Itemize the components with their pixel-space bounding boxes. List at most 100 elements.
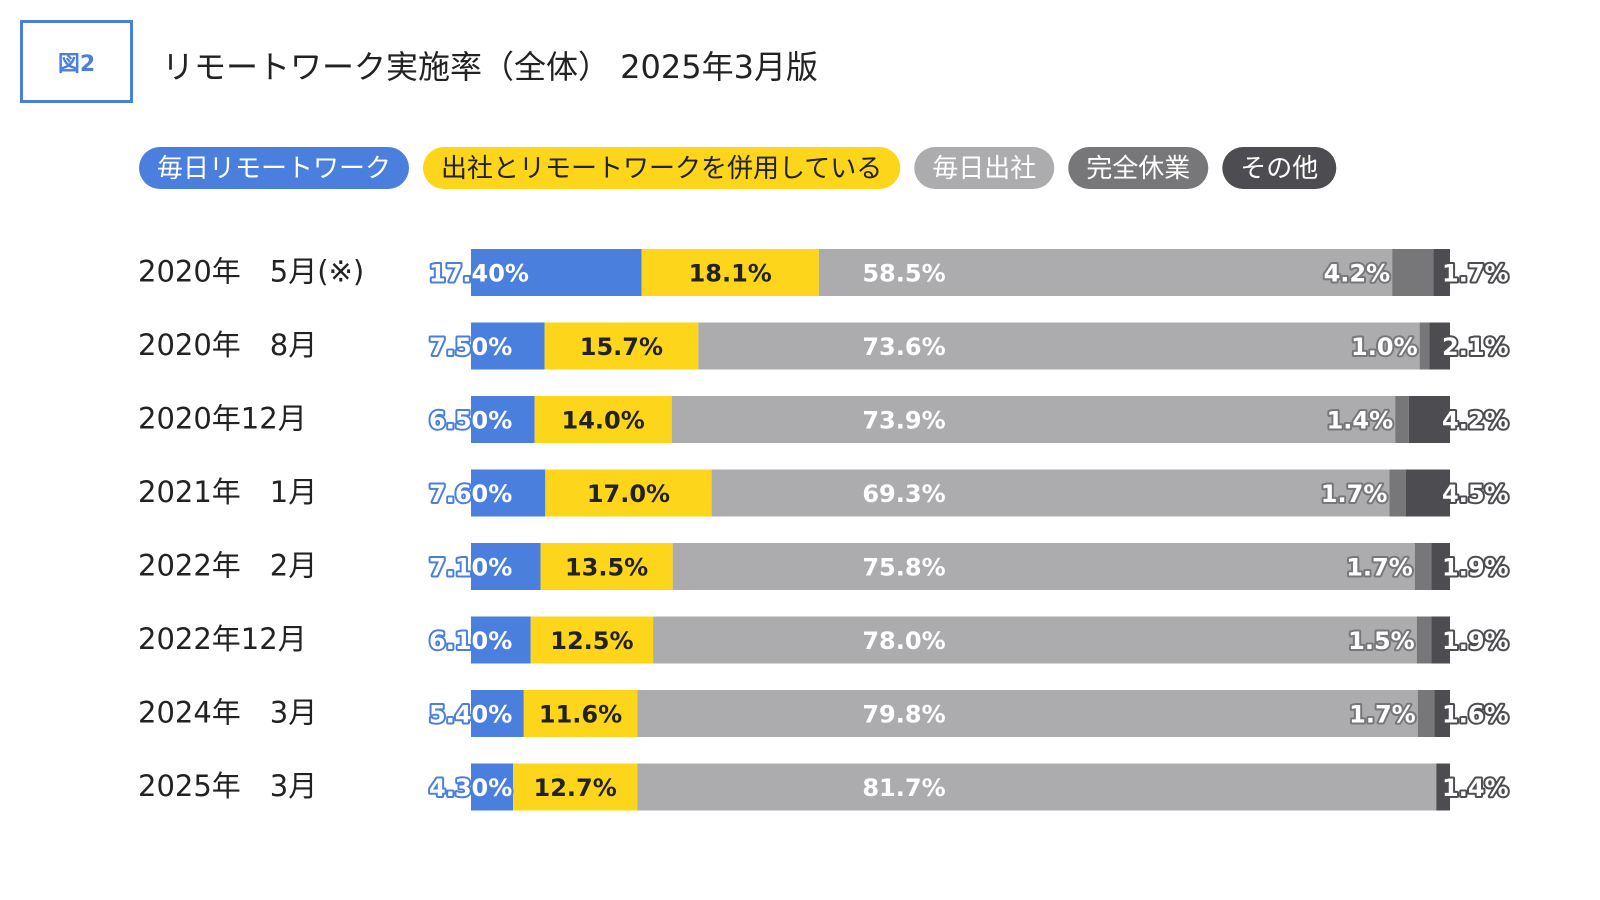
- data-label: 69.3%: [862, 480, 945, 508]
- legend-label: 毎日リモートワーク: [157, 154, 391, 184]
- bar-segment: [1414, 543, 1432, 590]
- data-label: 1.7%: [1321, 480, 1388, 508]
- data-label: 12.7%: [534, 774, 617, 802]
- bar-segment: [534, 396, 672, 443]
- bar-segment: [1389, 469, 1406, 517]
- bar-segment: [698, 322, 1420, 370]
- data-label: 7.50%: [429, 333, 512, 361]
- bar-segment: [818, 249, 1393, 296]
- bar-segment: [1408, 396, 1450, 443]
- bar-segment: [471, 396, 535, 443]
- data-label: 1.9%: [1442, 627, 1509, 655]
- data-label: 81.7%: [862, 774, 945, 802]
- category-label: 2024年 3月: [138, 696, 317, 730]
- bar-segment: [1395, 396, 1409, 443]
- data-label: 1.6%: [1442, 701, 1509, 729]
- legend-label: 完全休業: [1086, 154, 1190, 184]
- bar-segment: [471, 469, 546, 517]
- bar-segment: [637, 690, 1418, 737]
- data-label: 79.8%: [862, 701, 945, 729]
- category-label: 2020年 5月(※): [138, 255, 364, 289]
- bar-segment: [1416, 616, 1432, 664]
- legend-pill: [1222, 147, 1337, 189]
- data-label: 73.6%: [862, 333, 945, 361]
- bar-segment: [711, 469, 1390, 517]
- category-label: 2025年 3月: [138, 769, 317, 803]
- bar-segment: [471, 616, 531, 664]
- bar-segment: [545, 469, 712, 517]
- bar-segment: [471, 543, 541, 590]
- data-label: 58.5%: [862, 260, 945, 288]
- data-label: 1.4%: [1327, 407, 1394, 435]
- bar-segment: [653, 616, 1417, 664]
- data-label: 11.6%: [539, 701, 622, 729]
- bar-segment: [641, 249, 819, 296]
- data-label: 2.1%: [1442, 333, 1509, 361]
- data-label: 73.9%: [862, 407, 945, 435]
- legend-pill: [139, 147, 410, 189]
- chart-title: リモートワーク実施率（全体） 2025年3月版: [162, 48, 818, 86]
- bar-segment: [671, 396, 1396, 443]
- data-label: 4.30%: [429, 774, 512, 802]
- data-label: 18.1%: [689, 260, 772, 288]
- legend-label: 出社とリモートワークを併用している: [441, 154, 882, 184]
- bar-segment: [471, 322, 545, 370]
- bar-segment: [1434, 690, 1450, 737]
- bar-segment: [544, 322, 699, 370]
- data-label: 1.7%: [1349, 701, 1416, 729]
- data-label: 7.60%: [429, 480, 512, 508]
- category-label: 2021年 1月: [138, 475, 317, 509]
- bar-segment: [1417, 690, 1435, 737]
- figure-number-badge: 図2: [20, 20, 133, 103]
- data-label: 78.0%: [862, 627, 945, 655]
- category-label: 2020年12月: [138, 402, 307, 436]
- data-label: 17.40%: [429, 260, 529, 288]
- data-label: 4.2%: [1442, 407, 1509, 435]
- data-label: 7.10%: [429, 554, 512, 582]
- bar-segment: [1429, 322, 1450, 370]
- bar-segment: [471, 690, 524, 737]
- data-label: 4.5%: [1442, 480, 1509, 508]
- bar-segment: [1392, 249, 1434, 296]
- bar-segment: [672, 543, 1415, 590]
- bar-segment: [1431, 616, 1450, 664]
- bar-segment: [540, 543, 673, 590]
- category-label: 2022年12月: [138, 622, 307, 656]
- bar-segment: [471, 763, 514, 811]
- data-label: 17.0%: [587, 480, 670, 508]
- legend-label: 毎日出社: [932, 154, 1036, 184]
- bar-segment: [530, 616, 654, 664]
- data-label: 15.7%: [580, 333, 663, 361]
- data-label: 75.8%: [862, 554, 945, 582]
- legend-pill: [914, 147, 1055, 189]
- data-label: 1.0%: [1351, 333, 1418, 361]
- data-label: 13.5%: [565, 554, 648, 582]
- legend-label: その他: [1240, 154, 1318, 184]
- category-label: 2022年 2月: [138, 549, 317, 583]
- bar-segment: [523, 690, 638, 737]
- bar-segment: [1436, 763, 1450, 811]
- data-label: 5.40%: [429, 701, 512, 729]
- bar-segment: [1405, 469, 1450, 517]
- bar-segment: [637, 763, 1437, 811]
- data-label: 14.0%: [562, 407, 645, 435]
- data-label: 6.50%: [429, 407, 512, 435]
- category-label: 2020年 8月: [138, 328, 317, 362]
- data-label: 1.9%: [1442, 554, 1509, 582]
- data-label: 1.7%: [1442, 260, 1509, 288]
- bar-segment: [1431, 543, 1450, 590]
- bar-segment: [471, 249, 642, 296]
- data-label: 6.10%: [429, 627, 512, 655]
- legend-pill: [423, 147, 901, 189]
- bar-segment: [513, 763, 638, 811]
- legend-pill: [1068, 147, 1209, 189]
- bar-segment: [1433, 249, 1450, 296]
- data-label: 12.5%: [550, 627, 633, 655]
- bar-segment: [1419, 322, 1430, 370]
- data-label: 1.7%: [1346, 554, 1413, 582]
- data-label: 1.4%: [1442, 774, 1509, 802]
- data-label: 1.5%: [1348, 627, 1415, 655]
- data-label: 4.2%: [1324, 260, 1391, 288]
